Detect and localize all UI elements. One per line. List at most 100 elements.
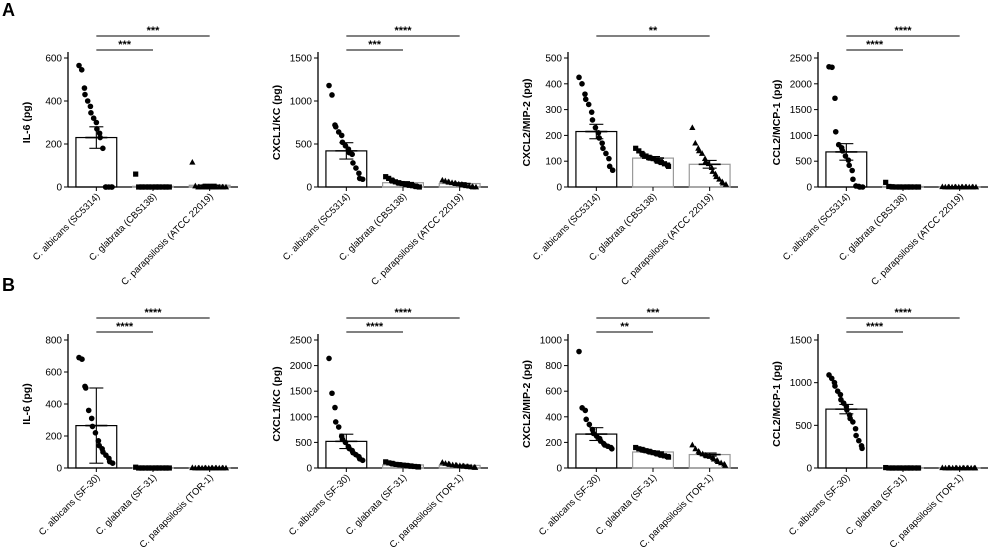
data-point xyxy=(850,176,856,183)
data-point xyxy=(609,167,616,174)
data-point xyxy=(582,407,589,414)
data-point xyxy=(908,465,914,471)
significance-label: **** xyxy=(144,307,162,319)
data-point xyxy=(326,82,332,89)
data-point xyxy=(390,461,396,467)
data-point xyxy=(849,167,855,174)
data-point xyxy=(596,135,602,141)
data-point xyxy=(100,145,106,152)
x-tick-label: C. parapsilosis (ATCC 22019) xyxy=(619,191,716,288)
data-point xyxy=(853,432,859,439)
data-point xyxy=(886,465,892,471)
data-point xyxy=(415,464,422,470)
y-tick-label: 1000 xyxy=(790,378,813,389)
data-point xyxy=(157,465,163,471)
y-tick-label: 800 xyxy=(45,336,62,347)
x-tick-label: C. parapsilosis (ATCC 22019) xyxy=(119,191,216,288)
data-point xyxy=(911,184,918,190)
data-point xyxy=(585,101,592,108)
significance-label: **** xyxy=(394,25,412,37)
data-point xyxy=(222,183,230,190)
y-axis-label: CCL2/MCP-1 (pg) xyxy=(771,361,783,447)
significance-label: ** xyxy=(649,25,658,37)
y-tick-label: 400 xyxy=(545,79,562,90)
data-point xyxy=(636,446,642,452)
data-point xyxy=(839,148,846,154)
data-point xyxy=(647,449,653,455)
data-point xyxy=(409,183,416,189)
data-point xyxy=(332,419,339,425)
data-point xyxy=(589,117,596,123)
y-tick-label: 1500 xyxy=(790,105,813,116)
significance-label: **** xyxy=(894,307,912,319)
data-point xyxy=(359,176,366,183)
data-point xyxy=(911,465,918,471)
y-tick-label: 0 xyxy=(806,464,812,475)
data-point xyxy=(76,62,82,69)
y-tick-label: 400 xyxy=(45,97,62,108)
data-point xyxy=(396,180,402,186)
data-point xyxy=(338,132,345,139)
data-point xyxy=(383,174,389,180)
data-point xyxy=(472,183,480,190)
data-point xyxy=(579,81,585,87)
data-point xyxy=(88,415,95,422)
data-point xyxy=(576,74,582,81)
significance-label: **** xyxy=(394,307,412,319)
data-point xyxy=(832,128,839,135)
data-point xyxy=(850,419,856,425)
significance-label: *** xyxy=(647,307,661,319)
data-point xyxy=(883,464,889,471)
y-tick-label: 2000 xyxy=(790,79,813,90)
data-point xyxy=(142,465,148,471)
panel-label-b: B xyxy=(2,275,15,295)
data-point xyxy=(829,64,835,71)
y-tick-label: 0 xyxy=(556,464,562,475)
y-tick-label: 1000 xyxy=(540,336,563,347)
chart-b-4: 0 500 1000 1500 CCL2/MCP-1 (pg) C. albicans (… xyxy=(771,307,988,551)
data-point xyxy=(915,465,922,471)
data-point xyxy=(698,150,706,156)
x-tick-label: C. glabrata (SF-31) xyxy=(94,472,159,537)
data-point xyxy=(640,447,646,453)
data-point xyxy=(650,156,656,162)
data-point xyxy=(87,103,94,110)
data-point xyxy=(709,168,716,174)
y-axis-label: CXCL2/MIP-2 (pg) xyxy=(521,78,533,166)
data-point xyxy=(149,465,155,471)
data-point xyxy=(332,124,339,130)
data-point xyxy=(78,67,85,73)
y-tick-label: 300 xyxy=(545,105,562,116)
data-point xyxy=(654,451,660,457)
data-point xyxy=(650,450,656,456)
data-point xyxy=(852,425,859,432)
data-point xyxy=(359,457,366,464)
data-point xyxy=(600,145,606,152)
significance-label: **** xyxy=(866,39,884,51)
y-tick-label: 500 xyxy=(545,54,562,65)
data-point xyxy=(136,184,142,190)
data-point xyxy=(142,184,148,190)
data-point xyxy=(846,162,852,169)
data-point xyxy=(93,119,100,126)
data-point xyxy=(159,184,166,190)
data-point xyxy=(159,465,166,471)
data-point xyxy=(349,151,355,158)
data-point xyxy=(708,164,715,171)
data-point xyxy=(407,182,413,188)
y-tick-label: 200 xyxy=(45,140,62,151)
data-point xyxy=(389,178,396,184)
data-point xyxy=(403,181,409,188)
data-point xyxy=(716,175,723,182)
data-point xyxy=(692,139,699,146)
data-point xyxy=(146,184,152,190)
data-point xyxy=(392,179,398,185)
data-point xyxy=(603,150,609,157)
y-tick-label: 0 xyxy=(56,183,62,194)
data-point xyxy=(583,416,590,423)
data-point xyxy=(189,158,196,165)
data-point xyxy=(96,130,103,137)
data-point xyxy=(582,96,589,103)
